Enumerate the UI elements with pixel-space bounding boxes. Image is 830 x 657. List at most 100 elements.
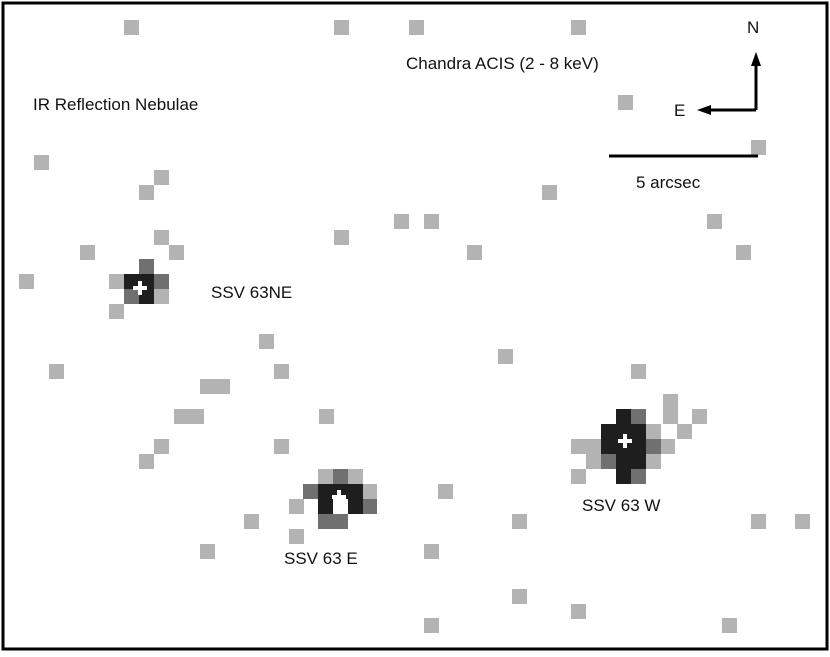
photon-pixel [616,409,631,424]
photon-pixel [795,514,810,529]
photon-pixel [154,289,169,304]
photon-pixel [189,409,204,424]
source-marker-ssv63ne [133,281,147,295]
photon-pixel [348,499,363,514]
photon-pixel [512,589,527,604]
photon-pixel [362,484,377,499]
photon-pixel [616,424,631,439]
photon-pixel [677,424,692,439]
photon-pixel [215,379,230,394]
source-markers [133,281,632,504]
photon-pixel [124,274,139,289]
photon-pixel [124,20,139,35]
photon-pixel [154,439,169,454]
photon-pixel [646,424,661,439]
image-title: Chandra ACIS (2 - 8 keV) [406,54,599,73]
photon-pixel [348,469,363,484]
photon-pixel [362,499,377,514]
photon-pixel [139,185,154,200]
source-label-ssv63ne: SSV 63NE [211,283,293,302]
photon-pixel [631,409,646,424]
photon-pixel [616,454,631,469]
photon-pixel [631,424,646,439]
photon-pixel [289,499,304,514]
photon-pixel [244,514,259,529]
photon-pixel [318,469,333,484]
photon-pixel [751,140,766,155]
photon-pixel [333,469,348,484]
photon-pixel [631,364,646,379]
photon-pixel [438,484,453,499]
compass-east-label: E [674,101,686,120]
plus-marker-vertical [623,434,627,448]
photon-pixel [274,364,289,379]
photon-pixel [169,245,184,260]
source-marker-ssv63w [618,434,632,448]
north-arrow-head [751,52,761,66]
source-marker-ssv63e [332,490,346,504]
scale-bar-label: 5 arcsec [636,173,701,192]
photon-pixel [618,95,633,110]
photon-pixel [542,185,557,200]
photon-pixel [631,469,646,484]
photon-pixel [154,274,169,289]
photon-pixel [631,454,646,469]
source-label-ssv63w: SSV 63 W [582,496,661,515]
photon-pixel [616,469,631,484]
photon-pixel [174,409,189,424]
photon-pixel [409,20,424,35]
plus-marker-vertical [337,490,341,504]
photon-pixel [631,439,646,454]
photon-pixel [424,544,439,559]
east-arrow-head [697,105,711,115]
plus-marker-vertical [138,281,142,295]
photon-pixel [692,409,707,424]
photon-pixel [663,409,678,424]
compass-north-label: N [747,18,760,37]
photon-pixel [154,230,169,245]
photon-pixel [663,394,678,409]
photon-pixel [498,349,513,364]
compass-arrows [697,52,761,115]
photon-pixel [109,304,124,319]
photon-pixel [139,259,154,274]
photon-pixel [394,214,409,229]
photon-pixel [601,454,616,469]
photon-pixel [571,604,586,619]
photon-pixel [318,514,333,529]
photon-pixel [424,214,439,229]
photon-pixel [200,379,215,394]
photon-pixel [334,20,349,35]
photon-pixel [124,289,139,304]
photon-pixel [289,529,304,544]
photon-pixel [259,334,274,349]
photon-pixel [512,514,527,529]
photon-pixel [751,514,766,529]
photon-pixel [34,155,49,170]
photon-pixel [348,484,363,499]
photon-pixel [601,439,616,454]
photon-pixel [571,439,586,454]
photon-pixel [139,289,154,304]
photon-pixel [319,409,334,424]
source-label-ssv63e: SSV 63 E [284,549,358,568]
photon-pixel [722,618,737,633]
photon-pixel [571,20,586,35]
photon-pixel [646,454,661,469]
photon-pixel [80,245,95,260]
photon-pixel [424,618,439,633]
photon-pixel [318,484,333,499]
photon-pixel [707,214,722,229]
photon-pixel [736,245,751,260]
photon-pixel [139,454,154,469]
photon-pixel [333,514,348,529]
photon-pixel [646,439,661,454]
photon-pixel [601,424,616,439]
photon-pixel [571,469,586,484]
photon-pixel [19,274,34,289]
photon-pixel [109,274,124,289]
photon-pixel [49,364,64,379]
